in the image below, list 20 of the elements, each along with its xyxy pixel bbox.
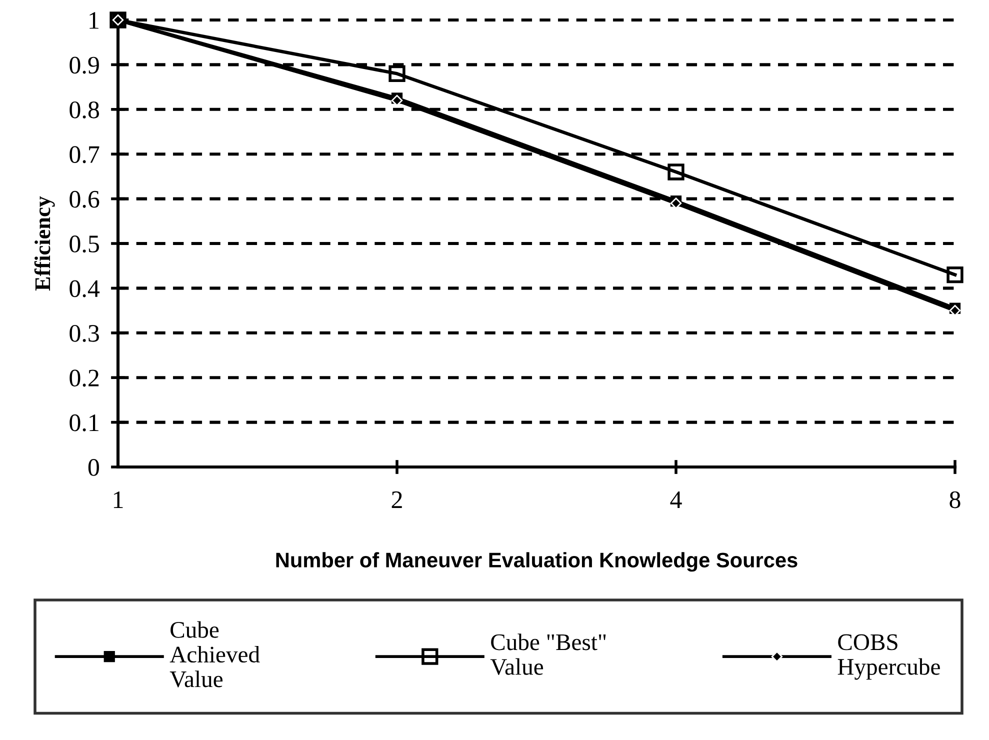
x-axis-title: Number of Maneuver Evaluation Knowledge Sources xyxy=(276,552,798,572)
legend-label: COBS Hypercube xyxy=(838,634,940,680)
y-tick-label: 0.2 xyxy=(70,370,99,387)
x-tick-label: 4 xyxy=(670,492,682,508)
y-tick-label: 0.4 xyxy=(70,280,100,298)
legend-label: Cube Achieved Value xyxy=(170,621,260,688)
x-tick-label: 2 xyxy=(392,491,402,508)
y-tick-label: 0.1 xyxy=(70,414,98,432)
y-tick-label: 0.5 xyxy=(70,236,99,253)
y-tick-label: 1 xyxy=(90,12,98,29)
x-tick-label: 8 xyxy=(950,491,960,508)
y-tick-label: 0.9 xyxy=(70,56,99,74)
y-tick-label: 0.7 xyxy=(70,146,100,164)
x-tick-label: 1 xyxy=(114,491,123,508)
y-tick-label: 0.6 xyxy=(70,190,100,208)
y-tick-label: 0 xyxy=(88,459,99,476)
legend-label: Cube "Best" Value xyxy=(490,634,606,676)
y-tick-label: 0.3 xyxy=(70,324,99,342)
y-axis-title: Efficiency xyxy=(34,196,55,291)
y-tick-label: 0.8 xyxy=(70,101,99,118)
